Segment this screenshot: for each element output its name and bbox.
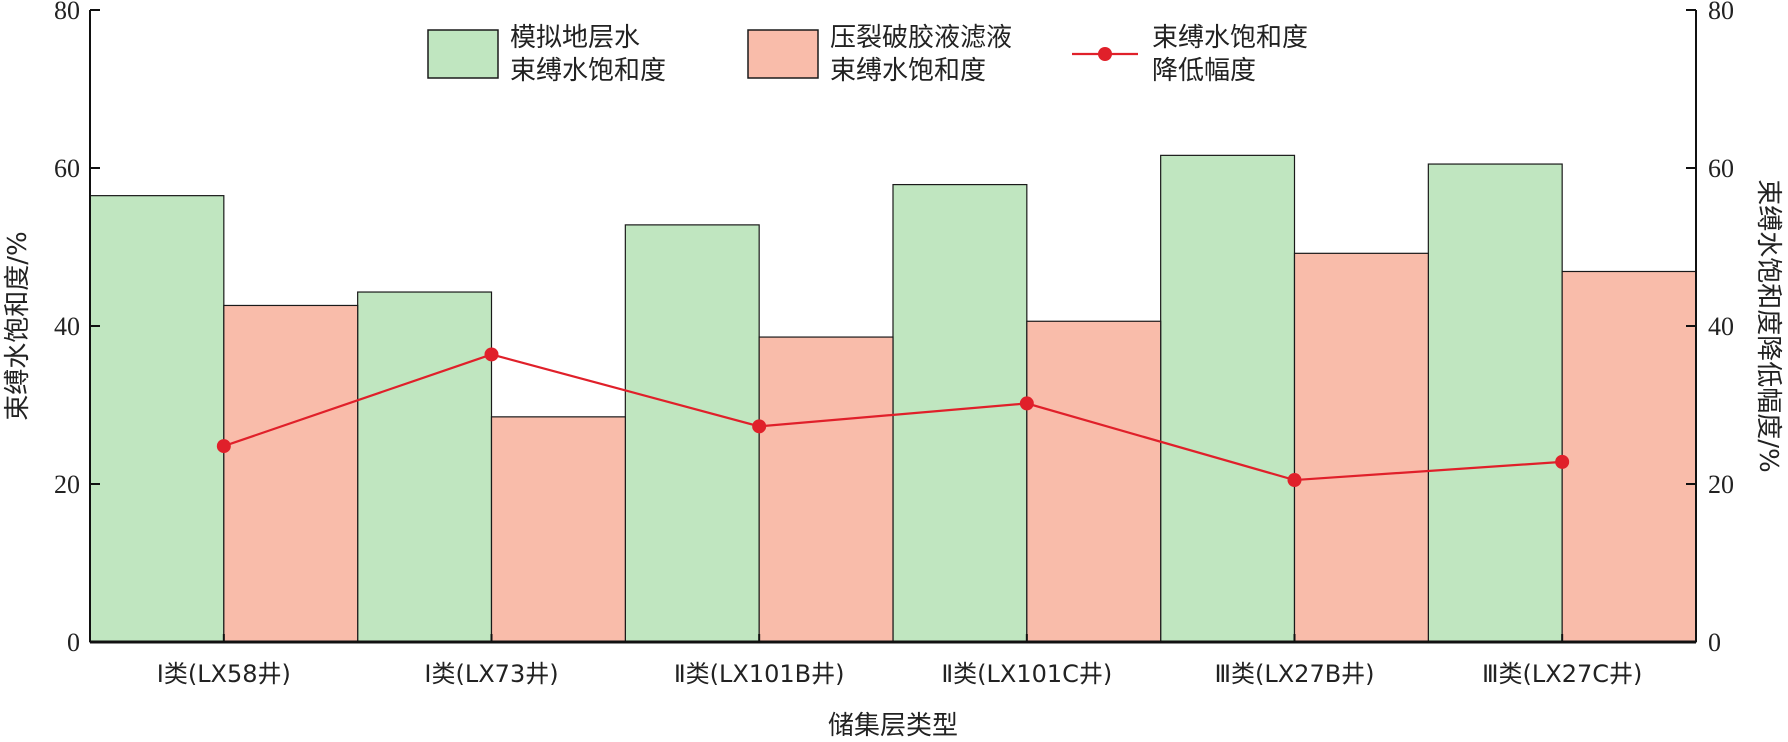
bar-series2-2 <box>490 416 626 643</box>
y-axis-title-left: 束缚水饱和度/% <box>3 231 33 420</box>
y-tick-label-left-40: 40 <box>54 312 80 341</box>
line-series3 <box>223 353 1563 482</box>
bar-series2-4 <box>1026 320 1162 643</box>
x-tick-label-1: Ⅰ类(LX58井) <box>157 660 291 688</box>
x-tick-label-4: Ⅱ类(LX101C井) <box>941 660 1112 688</box>
bar-series1-1 <box>89 195 225 643</box>
x-tick-label-5: Ⅲ类(LX27B井) <box>1214 660 1374 688</box>
bar-series1-3 <box>624 224 760 643</box>
y-axis-title-right: 束缚水饱和度降低幅度/% <box>1753 179 1783 472</box>
line-series-layer <box>216 347 1570 488</box>
bars-layer <box>89 154 1697 643</box>
axes-layer: 0 20 40 60 80 0 20 40 60 80 Ⅰ类(LX58井) Ⅰ类(LX73井) Ⅱ类(L… <box>3 0 1783 741</box>
legend-label-3-line-2: 降低幅度 <box>1152 56 1256 86</box>
legend-label-1-line-1: 模拟地层水 <box>510 23 640 53</box>
x-tick-label-3: Ⅱ类(LX101B井) <box>674 660 845 688</box>
line-point-4 <box>1019 396 1034 411</box>
bar-series1-5 <box>1160 154 1296 643</box>
bar-series2-1 <box>223 304 359 643</box>
line-point-3 <box>752 419 767 434</box>
bar-series1-2 <box>357 291 493 643</box>
legend-label-1-line-2: 束缚水饱和度 <box>510 56 666 86</box>
x-tick-label-2: Ⅰ类(LX73井) <box>424 660 558 688</box>
x-axis-title: 储集层类型 <box>828 711 958 741</box>
y-tick-label-right-20: 20 <box>1708 470 1734 499</box>
bar-series2-3 <box>758 336 894 643</box>
bar-series2-5 <box>1293 252 1429 643</box>
y-tick-label-left-60: 60 <box>54 154 80 183</box>
line-point-5 <box>1287 473 1302 488</box>
y-tick-label-right-40: 40 <box>1708 312 1734 341</box>
y-tick-label-right-60: 60 <box>1708 154 1734 183</box>
y-tick-label-left-0: 0 <box>67 628 80 657</box>
x-tick-label-6: Ⅲ类(LX27C井) <box>1482 660 1642 688</box>
legend-swatch-1 <box>427 29 499 79</box>
legend-label-2-line-1: 压裂破胶液滤液 <box>830 23 1012 53</box>
legend-swatch-2 <box>747 29 819 79</box>
legend-label-3-line-1: 束缚水饱和度 <box>1152 23 1308 53</box>
y-tick-label-right-80: 80 <box>1708 0 1734 25</box>
legend-label-2-line-2: 束缚水饱和度 <box>830 56 986 86</box>
bar-series1-6 <box>1427 163 1563 643</box>
line-point-2 <box>484 347 499 362</box>
y-tick-label-right-0: 0 <box>1708 628 1721 657</box>
bar-series2-6 <box>1561 270 1697 643</box>
line-point-1 <box>216 439 231 454</box>
y-tick-label-left-20: 20 <box>54 470 80 499</box>
line-point-6 <box>1555 454 1570 469</box>
y-tick-label-left-80: 80 <box>54 0 80 25</box>
legend-swatch-marker-3 <box>1098 47 1112 61</box>
